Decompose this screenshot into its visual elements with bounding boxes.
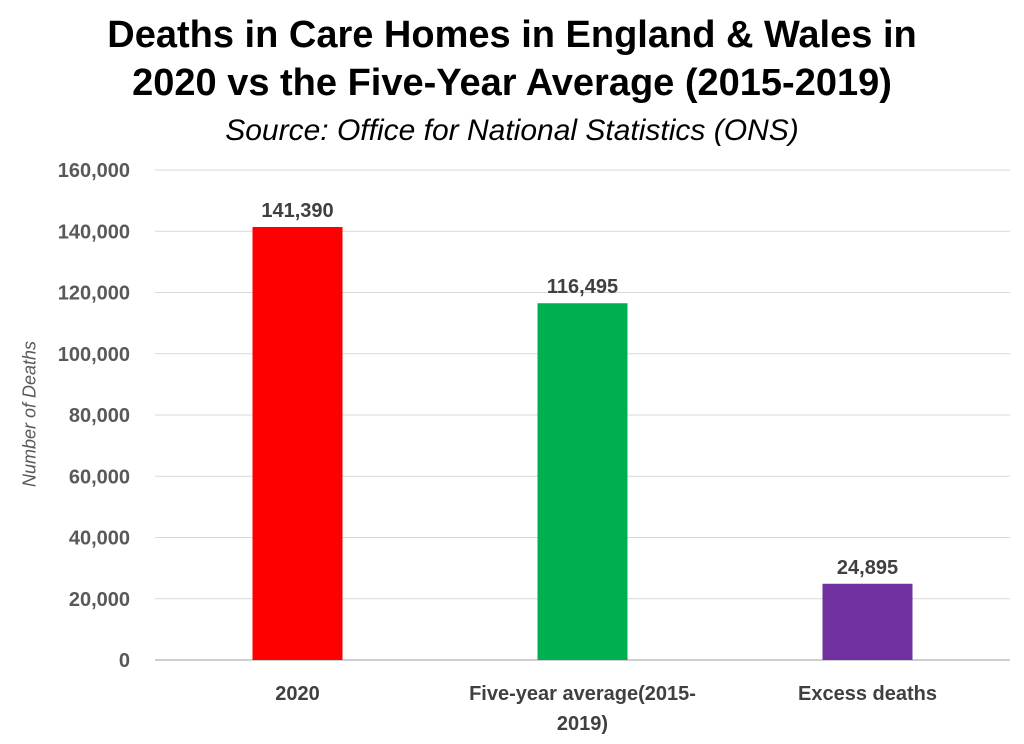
x-tick-label: Excess deaths: [798, 683, 937, 705]
chart-title-line-1: Deaths in Care Homes in England & Wales …: [107, 14, 917, 56]
y-tick-label: 80,000: [69, 405, 130, 427]
y-tick-label: 60,000: [69, 466, 130, 488]
chart-subtitle: Source: Office for National Statistics (…: [225, 114, 799, 147]
y-tick-label: 100,000: [58, 344, 130, 366]
y-tick-label: 120,000: [58, 283, 130, 305]
y-tick-label: 20,000: [69, 589, 130, 611]
data-label: 116,495: [547, 276, 618, 298]
chart-title-line-2: 2020 vs the Five-Year Average (2015-2019…: [132, 62, 892, 104]
y-tick-label: 40,000: [69, 528, 130, 550]
bar: [252, 226, 343, 661]
x-tick-label: 2019): [557, 713, 608, 735]
bar: [822, 583, 913, 660]
x-tick-label: Five-year average(2015-: [469, 683, 696, 705]
x-tick-label: 2020: [275, 683, 320, 705]
bar: [537, 303, 628, 660]
y-tick-label: 160,000: [58, 160, 130, 182]
y-tick-label: 0: [119, 650, 130, 672]
data-label: 24,895: [837, 557, 898, 579]
y-tick-label: 140,000: [58, 221, 130, 243]
data-label: 141,390: [261, 200, 333, 222]
